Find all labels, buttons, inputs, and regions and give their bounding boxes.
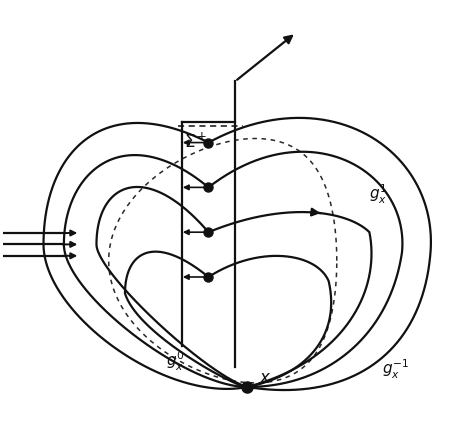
Text: $x$: $x$ (259, 369, 272, 387)
Text: $g_x^{0}$: $g_x^{0}$ (166, 350, 184, 373)
Text: $\Sigma^+$: $\Sigma^+$ (184, 132, 208, 152)
Text: $g_x^{1}$: $g_x^{1}$ (369, 183, 388, 206)
Text: $g_x^{-1}$: $g_x^{-1}$ (382, 358, 409, 381)
